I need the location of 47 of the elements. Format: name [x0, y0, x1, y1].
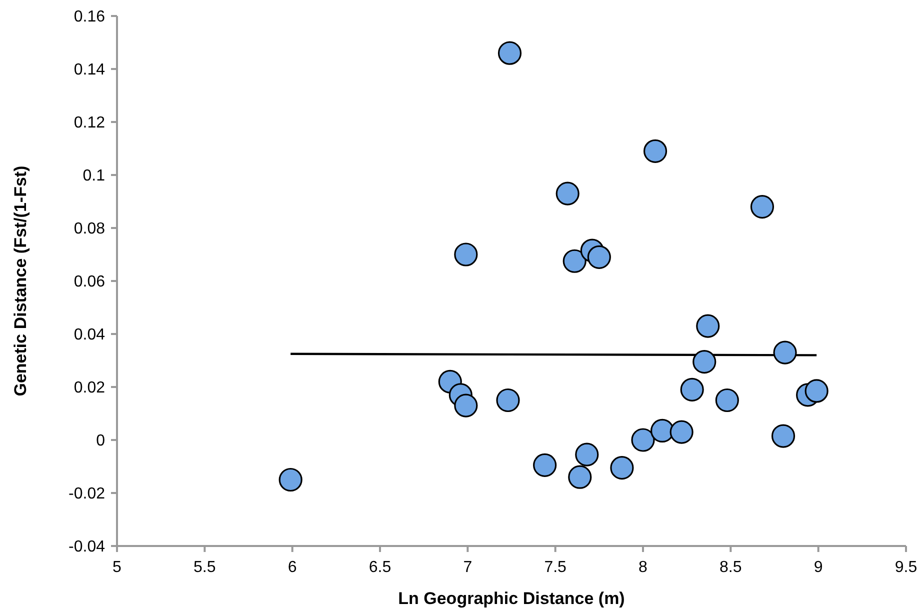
x-tick-label: 6	[288, 559, 297, 576]
point	[562, 249, 586, 273]
x-tick-label: 8	[638, 559, 648, 576]
point	[771, 424, 796, 448]
y-tick-label: 0.16	[74, 8, 106, 26]
point	[643, 139, 668, 163]
x-tick-label: 6.5	[368, 559, 392, 576]
point	[680, 378, 704, 402]
point	[587, 245, 611, 269]
point	[575, 442, 599, 466]
point	[715, 388, 739, 412]
y-tick-label: -0.04	[68, 538, 106, 556]
point	[454, 242, 478, 266]
y-tick-label: -0.02	[68, 486, 106, 503]
point	[696, 314, 720, 338]
point	[610, 456, 634, 480]
y-tick-label: 0	[96, 432, 106, 450]
y-tick-label: 0.02	[74, 380, 106, 397]
x-tick-label: 7.5	[544, 559, 567, 576]
point	[692, 350, 716, 374]
point	[556, 182, 580, 206]
point	[650, 418, 674, 443]
x-tick-label: 9.5	[894, 559, 918, 576]
x-tick-label: 9	[814, 559, 823, 576]
point	[631, 428, 655, 452]
point	[454, 394, 478, 418]
x-axis-title: Ln Geographic Distance (m)	[398, 589, 625, 608]
y-tick-label: 0.1	[82, 168, 106, 185]
x-tick-label: 5.5	[194, 559, 216, 576]
y-tick-label: 0.06	[74, 274, 106, 291]
point	[533, 453, 557, 477]
y-tick-label: 0.08	[74, 220, 106, 238]
y-axis-title: Genetic Distance (Fst/(1-Fst)	[11, 166, 30, 396]
point	[750, 195, 774, 219]
point	[496, 388, 520, 412]
x-tick-label: 5	[112, 559, 122, 576]
point	[773, 340, 797, 364]
point	[498, 41, 522, 65]
point	[278, 468, 302, 492]
point	[804, 379, 828, 403]
point	[568, 465, 592, 489]
point	[670, 420, 694, 444]
y-tick-label: 0.12	[74, 114, 106, 132]
y-tick-label: 0.14	[74, 62, 106, 79]
x-tick-label: 8.5	[720, 559, 742, 576]
x-tick-label: 7	[463, 559, 472, 576]
y-tick-label: 0.04	[74, 326, 106, 344]
